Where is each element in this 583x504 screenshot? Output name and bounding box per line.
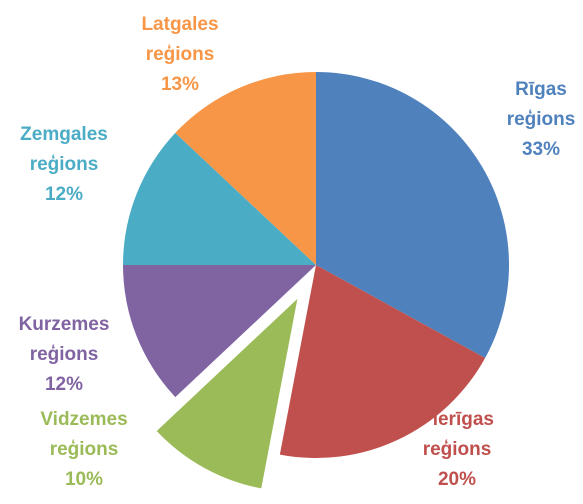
category-label: Vidzemes reģions (40, 409, 127, 460)
category-label: Pierīgas reģions (420, 409, 494, 460)
category-label: Zemgales reģions (20, 124, 108, 175)
pie-slice (123, 265, 316, 398)
pie-slice (156, 298, 298, 489)
slice-label: Zemgales reģions 12% (20, 124, 108, 205)
slice-label: Latgales reģions 13% (141, 14, 218, 95)
value-label: 20% (438, 469, 476, 490)
value-label: 33% (522, 139, 560, 160)
slice-label: Vidzemes reģions 10% (40, 409, 127, 490)
value-label: 12% (45, 374, 83, 395)
slice-label: Kurzemes reģions 12% (19, 314, 110, 395)
category-label: Latgales reģions (141, 14, 218, 65)
category-label: Kurzemes reģions (19, 314, 110, 365)
value-label: 10% (65, 469, 103, 490)
value-label: 12% (45, 184, 83, 205)
slice-label: Rīgas reģions 33% (507, 79, 576, 160)
value-label: 13% (161, 74, 199, 95)
pie-slice (279, 265, 486, 458)
category-label: Rīgas reģions (507, 79, 576, 130)
pie-slice (316, 72, 509, 358)
slice-label: Pierīgas reģions 20% (420, 409, 494, 490)
pie-slice (175, 72, 316, 265)
pie-slice (123, 132, 316, 265)
